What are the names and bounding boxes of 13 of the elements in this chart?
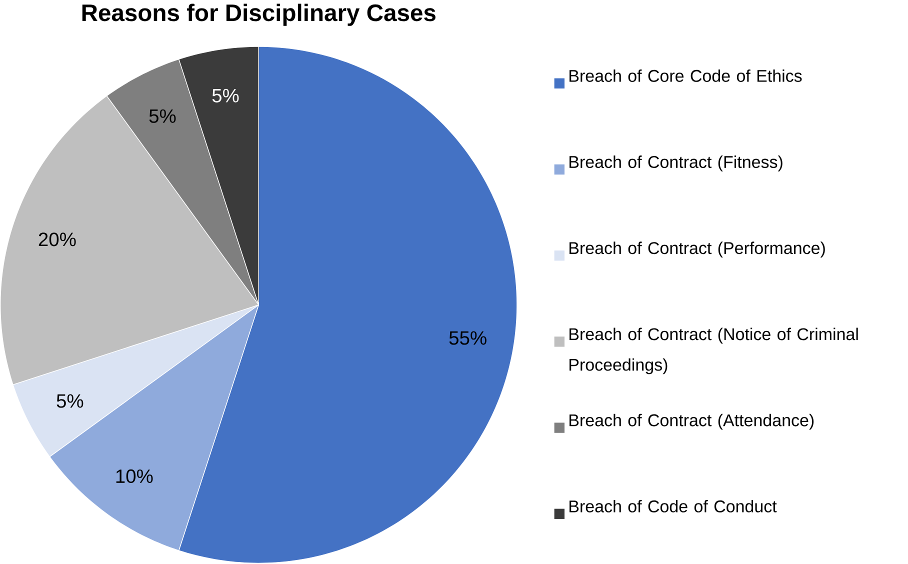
data-label: 5% bbox=[56, 394, 84, 408]
legend-label: Breach of Contract (Notice of Criminal Proceedings) bbox=[570, 328, 858, 374]
legend-label: Breach of Contract (Fitness) bbox=[570, 156, 782, 172]
data-label: 20% bbox=[38, 232, 76, 246]
legend-label: Breach of Contract (Attendance) bbox=[570, 414, 814, 430]
data-label: 5% bbox=[212, 89, 239, 103]
data-label: 5% bbox=[149, 110, 176, 124]
chart-title: Reasons for Disciplinary Cases bbox=[82, 4, 436, 26]
data-label: 10% bbox=[116, 470, 153, 484]
legend-label: Breach of Core Code of Ethics bbox=[570, 70, 802, 82]
legend-label: Breach of Code of Conduct bbox=[570, 500, 777, 513]
legend-label: Breach of Contract (Performance) bbox=[570, 242, 825, 258]
data-label: 55% bbox=[449, 331, 486, 346]
